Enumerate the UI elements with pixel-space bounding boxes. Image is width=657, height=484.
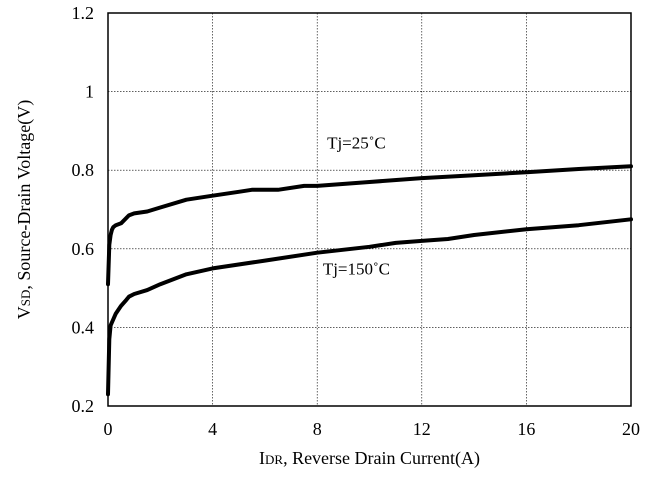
y-tick-label: 0.6	[72, 239, 95, 259]
x-tick-label: 16	[517, 419, 535, 439]
annotation-tj-25: Tj=25˚C	[327, 134, 386, 153]
y-tick-label: 0.2	[72, 396, 95, 416]
series-layer	[106, 164, 633, 397]
y-axis-label-subscript: SD	[18, 290, 33, 307]
x-tick-label: 8	[313, 419, 322, 439]
y-tick-label: 1.2	[72, 3, 95, 23]
horizontal-gridlines	[108, 91, 631, 328]
y-tick-label: 0.8	[72, 160, 95, 180]
y-tick-label: 1	[85, 82, 94, 102]
y-axis-label-text: , Source-Drain Voltage(V)	[14, 100, 35, 290]
x-tick-label: 4	[208, 419, 217, 439]
y-axis-label: VSD, Source-Drain Voltage(V)	[14, 100, 35, 319]
y-tick-labels: 0.2 0.4 0.6 0.8 1 1.2	[72, 3, 95, 416]
y-axis-label-prefix: V	[14, 306, 34, 319]
x-tick-labels: 0 4 8 12 16 20	[104, 419, 641, 439]
y-tick-label: 0.4	[72, 317, 95, 337]
series-line-tj-25	[106, 164, 633, 287]
x-tick-label: 0	[104, 419, 113, 439]
plot-area	[107, 12, 632, 407]
annotation-tj-150: Tj=150˚C	[323, 259, 390, 278]
annotations: Tj=25˚C Tj=150˚C	[323, 134, 390, 279]
x-axis-label-prefix: I	[259, 448, 265, 468]
x-tick-label: 20	[622, 419, 640, 439]
x-axis-label: IDR, Reverse Drain Current(A)	[259, 448, 480, 469]
x-tick-label: 12	[413, 419, 431, 439]
vertical-gridlines	[212, 13, 527, 406]
x-axis-label-text: , Reverse Drain Current(A)	[283, 448, 480, 469]
series-line-tj-150	[106, 217, 633, 397]
x-axis-label-subscript: DR	[265, 452, 283, 467]
